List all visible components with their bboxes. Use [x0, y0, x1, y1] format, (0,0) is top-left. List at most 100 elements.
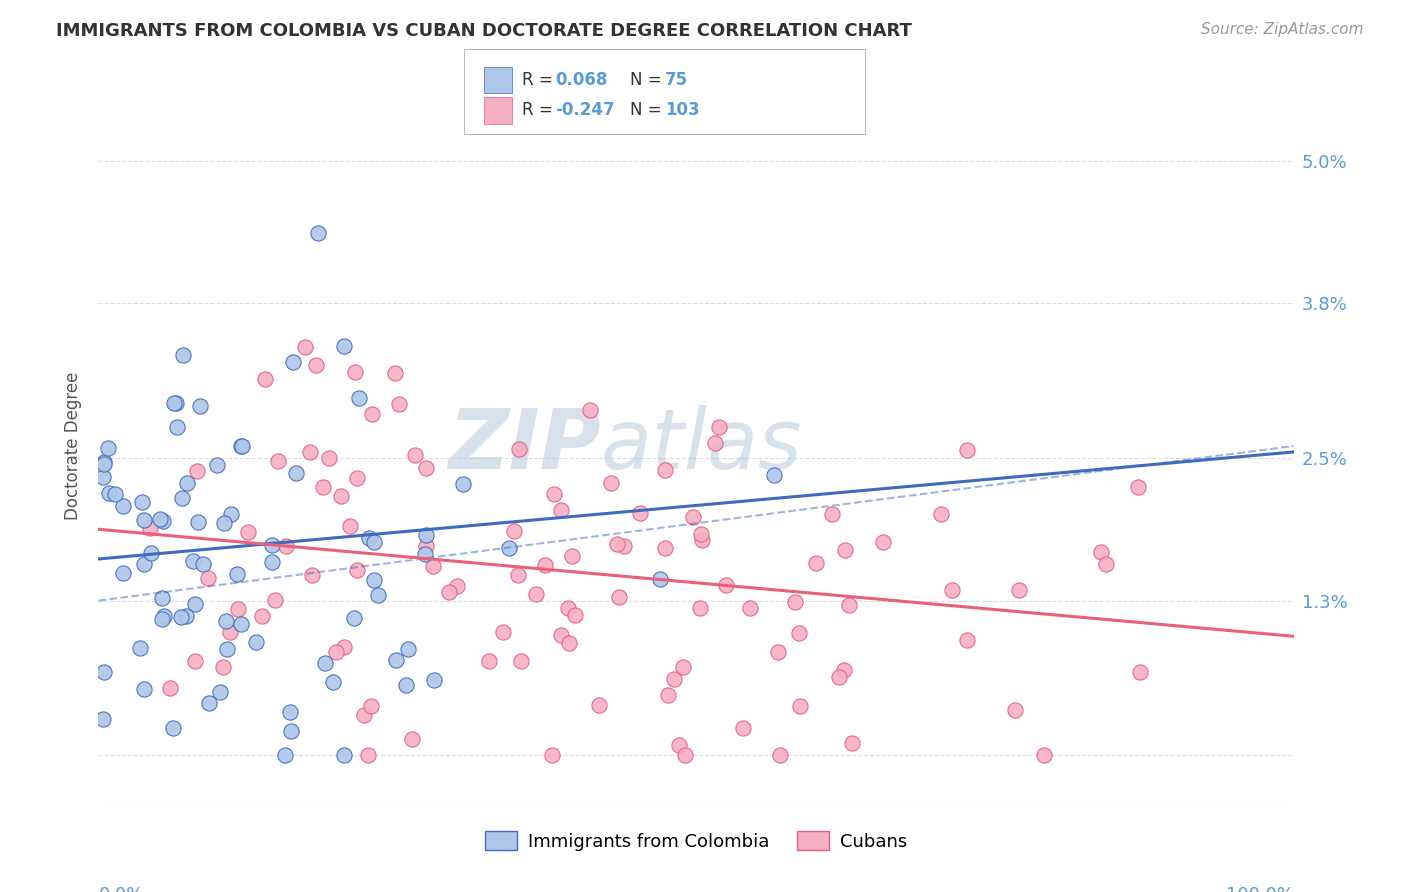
Point [367, 588, 389, 602]
Point [1090, 545, 1112, 559]
Point [264, 592, 287, 607]
Point [682, 509, 704, 524]
Point [207, 458, 229, 473]
Point [357, 748, 380, 763]
Point [139, 521, 162, 535]
Point [332, 640, 354, 654]
Point [648, 572, 671, 586]
Point [162, 721, 184, 735]
Point [437, 585, 460, 599]
Point [184, 597, 207, 611]
Point [550, 502, 572, 516]
Text: R =: R = [522, 71, 553, 89]
Point [176, 475, 198, 490]
Point [599, 476, 621, 491]
Point [343, 366, 366, 380]
Point [508, 442, 530, 456]
Text: Source: ZipAtlas.com: Source: ZipAtlas.com [1201, 22, 1364, 37]
Point [353, 708, 375, 723]
Point [166, 419, 188, 434]
Point [550, 628, 572, 642]
Point [307, 226, 329, 240]
Point [508, 567, 530, 582]
Point [415, 461, 437, 475]
Point [346, 563, 368, 577]
Point [278, 705, 301, 719]
Point [312, 480, 335, 494]
Point [768, 748, 790, 763]
Point [93, 457, 115, 471]
Point [219, 625, 242, 640]
Point [672, 659, 695, 673]
Point [285, 466, 308, 480]
Text: 100.0%: 100.0% [1226, 886, 1294, 892]
Point [150, 591, 173, 606]
Point [250, 609, 273, 624]
Point [93, 665, 115, 680]
Point [709, 420, 731, 434]
Point [132, 513, 155, 527]
Text: 0.0%: 0.0% [98, 886, 143, 892]
Point [396, 642, 419, 657]
Point [172, 348, 194, 362]
Text: N =: N = [630, 102, 661, 120]
Point [404, 449, 426, 463]
Legend: Immigrants from Colombia, Cubans: Immigrants from Colombia, Cubans [478, 824, 914, 858]
Point [1004, 703, 1026, 717]
Point [498, 541, 520, 555]
Point [654, 541, 676, 555]
Point [131, 495, 153, 509]
Point [731, 721, 754, 735]
Point [149, 512, 172, 526]
Point [150, 611, 173, 625]
Point [231, 439, 253, 453]
Point [668, 739, 690, 753]
Point [1094, 558, 1116, 572]
Point [613, 539, 636, 553]
Point [446, 579, 468, 593]
Point [93, 455, 115, 469]
Point [245, 635, 267, 649]
Point [346, 471, 368, 485]
Point [332, 339, 354, 353]
Point [956, 633, 979, 648]
Point [561, 549, 583, 563]
Text: R =: R = [522, 102, 553, 120]
Point [314, 656, 336, 670]
Point [274, 539, 297, 553]
Point [274, 748, 297, 763]
Point [832, 663, 855, 677]
Point [524, 586, 547, 600]
Point [330, 489, 353, 503]
Point [229, 439, 252, 453]
Point [322, 674, 344, 689]
Point [152, 514, 174, 528]
Point [714, 578, 737, 592]
Point [280, 724, 302, 739]
Point [502, 524, 524, 539]
Text: 103: 103 [665, 102, 700, 120]
Point [153, 609, 176, 624]
Point [360, 698, 382, 713]
Point [183, 554, 205, 568]
Point [690, 527, 713, 541]
Point [97, 442, 120, 456]
Point [384, 367, 406, 381]
Point [607, 590, 630, 604]
Point [787, 625, 810, 640]
Point [343, 610, 366, 624]
Text: 0.068: 0.068 [555, 71, 607, 89]
Point [872, 535, 894, 549]
Point [415, 528, 437, 542]
Point [215, 614, 238, 628]
Point [673, 748, 696, 763]
Point [804, 556, 827, 570]
Point [955, 443, 977, 458]
Point [395, 678, 418, 692]
Point [209, 685, 232, 699]
Point [789, 699, 811, 714]
Point [262, 555, 284, 569]
Point [363, 534, 385, 549]
Point [301, 568, 323, 582]
Point [139, 546, 162, 560]
